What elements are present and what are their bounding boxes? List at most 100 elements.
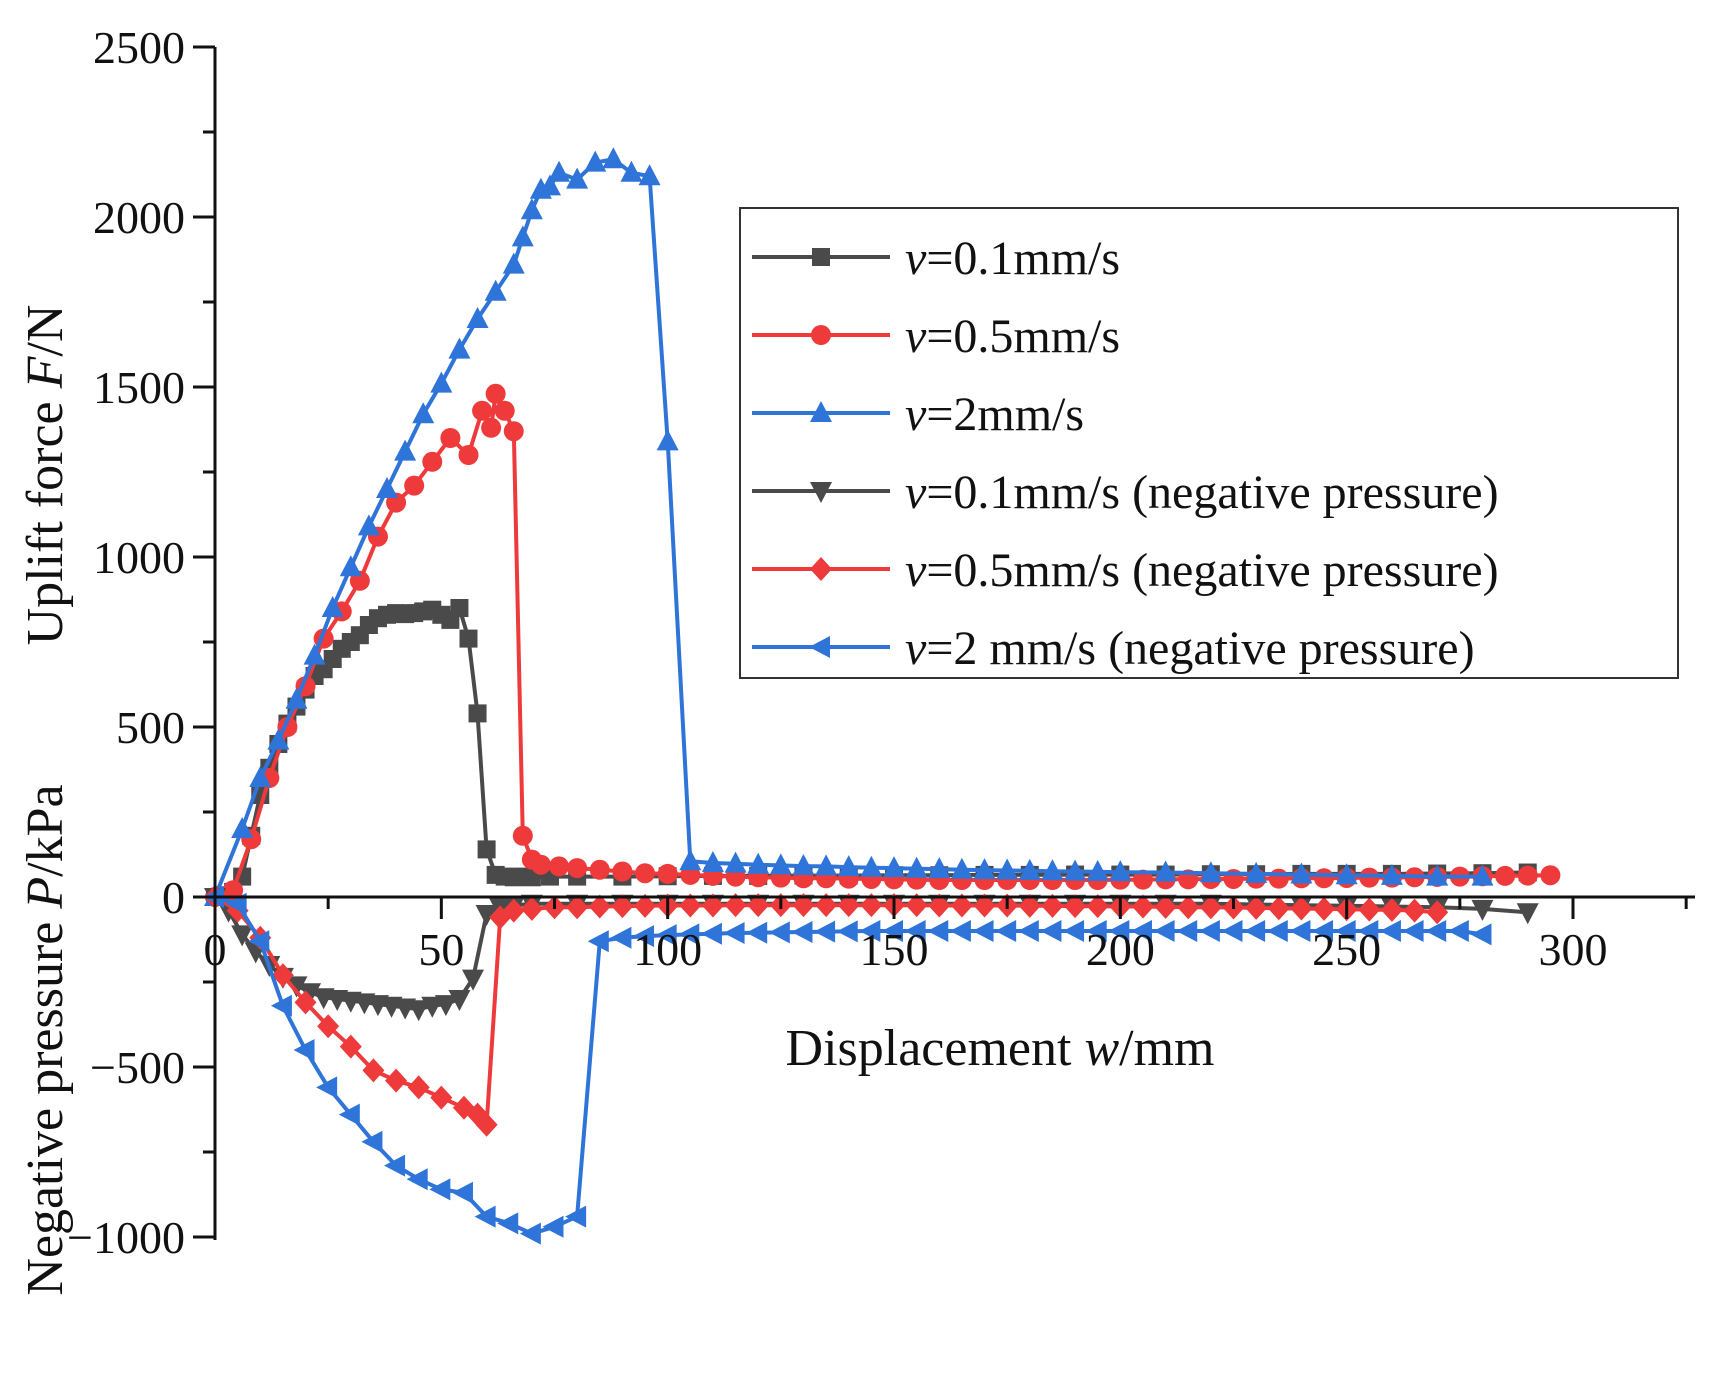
data-point [421,996,444,1018]
data-point [1403,898,1426,923]
data-point [285,687,308,709]
data-point [466,307,489,328]
data-point [701,893,724,918]
legend-entry: v=0.5mm/s [752,310,1120,363]
data-point [231,817,254,838]
x-tick-label: 300 [1539,924,1608,975]
data-point [231,925,254,947]
data-point [1086,859,1109,881]
data-point [1312,920,1334,942]
data-point [1471,864,1494,886]
data-point [588,894,611,919]
data-point [294,990,317,1015]
data-point [1517,865,1538,886]
data-point [791,921,813,944]
data-point [1245,895,1268,920]
legend-label: v=0.1mm/s (negative pressure) [905,466,1499,519]
data-point [407,1000,430,1022]
data-point [404,475,425,496]
data-point [502,898,525,923]
data-point [589,859,610,880]
data-point [768,921,790,944]
data-point [422,451,443,472]
data-point [1018,858,1041,880]
y-tick-label: 500 [116,702,185,753]
data-point [837,855,860,877]
data-point [769,853,792,875]
data-point [656,429,679,451]
data-point [610,926,632,949]
data-point [549,856,570,877]
data-point [927,920,949,942]
x-tick-label: 200 [1086,924,1155,975]
data-point [700,922,722,945]
data-point [814,920,836,943]
data-point [1245,861,1268,883]
x-tick-label: 50 [418,924,464,975]
data-point [1108,920,1130,942]
data-point [1176,920,1198,942]
data-point [1221,920,1243,942]
data-point [548,160,571,182]
data-point [429,1178,451,1201]
data-point [1425,920,1447,942]
data-point [1380,897,1403,922]
data-point [679,849,702,871]
data-point [1470,923,1492,946]
data-point [448,990,471,1011]
data-point [270,994,292,1017]
data-point [1063,920,1085,942]
data-point [1447,920,1469,942]
y-axis-title-lower: Negative pressure P/kPa [17,784,74,1295]
data-point [1154,860,1177,882]
data-point [679,893,702,918]
data-point [1379,920,1401,942]
data-point [860,893,883,918]
data-point [448,337,471,359]
data-point [860,855,883,877]
data-point [458,445,479,465]
data-point [394,439,417,461]
x-tick-label: 0 [204,924,227,975]
data-point [1268,868,1289,889]
data-point [475,1112,498,1137]
data-point [655,924,677,947]
data-point [502,252,525,274]
data-point [815,854,838,876]
data-point [430,371,453,393]
data-point [950,893,973,918]
data-point [747,852,770,874]
data-point [474,1205,496,1228]
data-point [566,895,589,920]
data-point [657,863,678,884]
data-point [430,1085,453,1110]
y-tick-label: 2500 [93,22,185,73]
data-point [904,920,926,942]
data-point [459,629,478,648]
y-tick-label: 2000 [93,192,185,243]
legend-marker [811,325,831,345]
data-point [1290,862,1313,884]
data-point [1109,860,1132,882]
data-point [357,514,380,536]
data-point [497,1212,519,1235]
data-point [451,1181,473,1204]
data-point [1426,900,1449,925]
data-point [567,858,588,879]
data-point [972,920,994,942]
y-tick-label: 1000 [93,532,185,583]
data-point [950,857,973,879]
data-point [1064,859,1087,881]
data-point [565,1205,587,1228]
data-point [612,861,633,882]
data-point [339,1034,362,1059]
data-point [384,1154,406,1177]
data-point [520,896,543,921]
data-point [792,893,815,918]
data-point [1426,864,1449,886]
data-point [1358,897,1381,922]
legend-marker [810,557,832,581]
legend-label: v=2 mm/s (negative pressure) [905,622,1475,675]
data-point [376,477,399,498]
